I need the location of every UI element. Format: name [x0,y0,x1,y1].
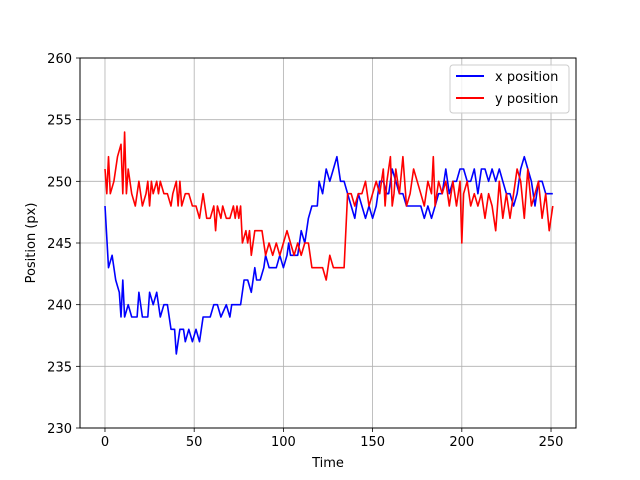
x-tick-label: 150 [360,435,385,450]
series-lines [104,131,554,355]
y-tick-label: 260 [47,52,72,67]
legend-label-y-position: y position [495,92,558,107]
y-tick-label: 235 [47,360,72,375]
y-tick-label: 255 [47,114,72,129]
series-line-y-position [104,131,554,281]
y-axis-title: Position (px) [24,203,39,284]
y-tick-label: 245 [47,237,72,252]
legend: x position y position [449,64,570,114]
x-axis-title: Time [311,456,344,471]
x-tick-label: 0 [101,435,109,450]
y-tick-label: 240 [47,299,72,314]
y-tick-label: 230 [47,422,72,437]
x-tick-label: 250 [539,435,564,450]
axis-ticks: 0 50 100 150 200 250 230 235 240 245 250 255 260 [47,52,563,450]
x-tick-label: 100 [271,435,296,450]
x-tick-label: 50 [186,435,203,450]
y-tick-label: 250 [47,175,72,190]
legend-label-x-position: x position [495,70,558,85]
x-tick-label: 200 [449,435,474,450]
series-line-x-position [104,155,553,355]
